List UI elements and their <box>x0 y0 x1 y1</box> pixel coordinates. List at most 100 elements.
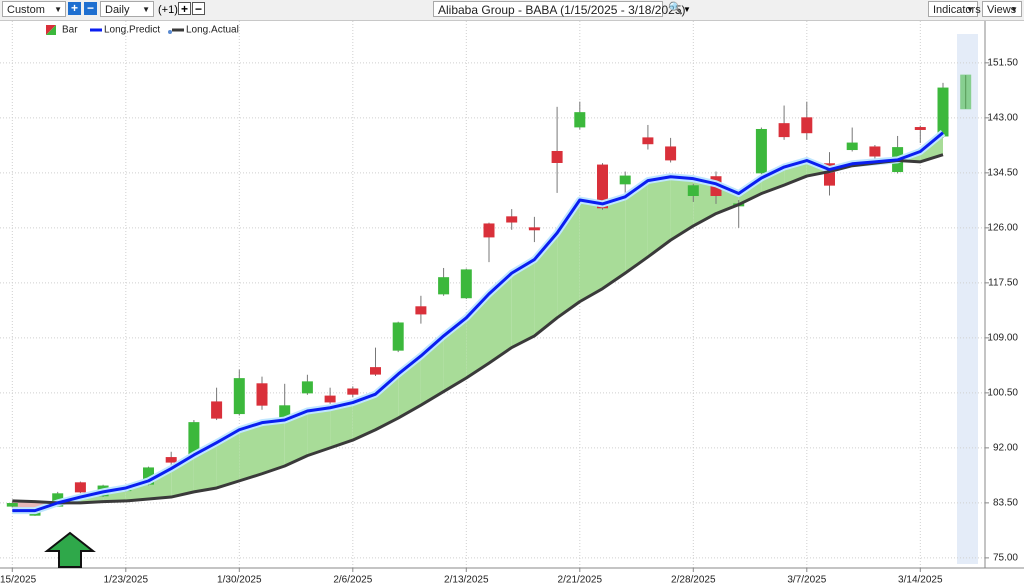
candle-body <box>574 112 586 128</box>
band-segment <box>262 420 285 474</box>
band-segment <box>511 259 535 348</box>
y-tick-label: 83.50 <box>993 498 1018 509</box>
indicators-label: Indicators <box>933 4 981 16</box>
legend-swatch <box>46 25 56 35</box>
candle-body <box>937 87 949 137</box>
legend: Bar Long.Predict Long.Actual <box>46 25 239 36</box>
candle-body <box>642 137 654 145</box>
views-button[interactable]: Views ▼ <box>982 1 1022 17</box>
fill-band <box>12 132 943 511</box>
x-tick-label: 1/23/2025 <box>104 575 149 585</box>
candle-body <box>528 227 540 231</box>
legend-label: Long.Actual <box>186 25 239 36</box>
band-segment <box>443 317 467 392</box>
caret: ▼ <box>1010 5 1018 14</box>
band-segment <box>534 233 558 336</box>
band-segment <box>148 468 172 499</box>
band-segment <box>375 374 399 430</box>
chart: Bar Long.Predict Long.Actual 75.00 83.50 9… <box>0 21 1024 585</box>
candle-body <box>301 381 313 394</box>
x-tick-label: 2/6/2025 <box>333 575 372 585</box>
candle-body <box>370 367 381 375</box>
band-segment <box>579 200 603 302</box>
candle-body <box>483 223 495 238</box>
band-segment <box>602 196 626 289</box>
range-select[interactable]: Custom ▼ <box>2 1 66 17</box>
range-label: Custom <box>7 4 45 16</box>
band-segment <box>239 422 262 481</box>
candle-body <box>392 322 404 351</box>
indicators-button[interactable]: Indicators ▼ <box>928 1 981 17</box>
candle-body <box>846 142 858 151</box>
chart-title: Alibaba Group - BABA (1/15/2025 - 3/18/2… <box>438 3 686 17</box>
candle-body <box>687 185 699 196</box>
zoom-in-button[interactable]: + <box>68 2 81 15</box>
y-tick-label: 100.50 <box>987 388 1018 399</box>
x-tick-label: 2/28/2025 <box>671 575 716 585</box>
candle-body <box>506 216 518 223</box>
candle-body <box>438 277 450 295</box>
candle-body <box>824 163 835 186</box>
candle-body <box>597 164 608 209</box>
band-segment <box>352 394 376 441</box>
x-tick-label: 3/7/2025 <box>787 575 826 585</box>
candle-body <box>914 127 926 130</box>
band-segment <box>216 429 240 488</box>
legend-dot <box>168 30 172 34</box>
up-arrow-annotation <box>44 531 96 568</box>
candle-body <box>801 117 813 134</box>
band-segment <box>284 410 308 466</box>
y-tick-label: 134.50 <box>987 167 1018 178</box>
candle-body <box>755 128 767 174</box>
x-tick-label: 15/2025 <box>0 575 37 585</box>
offset-plus-button[interactable]: + <box>178 2 191 15</box>
y-tick-label: 109.00 <box>987 332 1018 343</box>
y-tick-label: 117.50 <box>988 277 1018 288</box>
band-segment <box>489 273 512 364</box>
candle-body <box>347 388 359 395</box>
band-segment <box>647 176 671 257</box>
band-segment <box>625 180 648 274</box>
band-segment <box>670 176 694 241</box>
interval-select[interactable]: Daily ▼ <box>100 1 154 17</box>
line-series <box>12 131 944 513</box>
candle-body <box>619 175 631 185</box>
y-tick-label: 92.00 <box>993 443 1018 454</box>
x-tick-label: 3/14/2025 <box>898 575 943 585</box>
caret: ▼ <box>142 5 150 14</box>
candle-body <box>551 150 563 163</box>
candle-body <box>256 383 268 406</box>
x-tick-label: 2/13/2025 <box>444 575 489 585</box>
views-label: Views <box>987 4 1017 16</box>
toolbar: Custom ▼ + − Daily ▼ (+1) + − Alibaba Grou… <box>0 0 1024 21</box>
candle-body <box>665 146 677 161</box>
candle-body <box>415 306 427 315</box>
search-button[interactable]: 🔍▼ <box>668 1 691 15</box>
chart-title-box: Alibaba Group - BABA (1/15/2025 - 3/18/2… <box>433 1 686 17</box>
caret: ▼ <box>966 5 974 14</box>
y-tick-label: 151.50 <box>987 57 1018 68</box>
line-series <box>12 153 944 505</box>
candle-body <box>6 503 18 507</box>
offset-label: (+1) <box>158 4 178 16</box>
candle-body <box>165 457 177 463</box>
y-tick-label: 126.00 <box>987 222 1018 233</box>
candle-body <box>960 74 972 110</box>
candle-body <box>74 482 86 493</box>
band-segment <box>307 407 331 456</box>
legend-label: Long.Predict <box>104 25 160 36</box>
interval-label: Daily <box>105 4 130 16</box>
candle-body <box>211 401 223 419</box>
offset-minus-button[interactable]: − <box>192 2 205 15</box>
x-tick-label: 1/30/2025 <box>217 575 262 585</box>
y-tick-label: 143.00 <box>987 112 1018 123</box>
candle-body <box>778 123 790 138</box>
highlight-band <box>957 34 978 564</box>
band-segment <box>330 402 353 448</box>
zoom-out-button[interactable]: − <box>84 2 97 15</box>
candle-body <box>233 378 245 415</box>
candle-body <box>324 395 336 403</box>
legend-label: Bar <box>62 25 78 36</box>
band-segment <box>693 178 716 226</box>
